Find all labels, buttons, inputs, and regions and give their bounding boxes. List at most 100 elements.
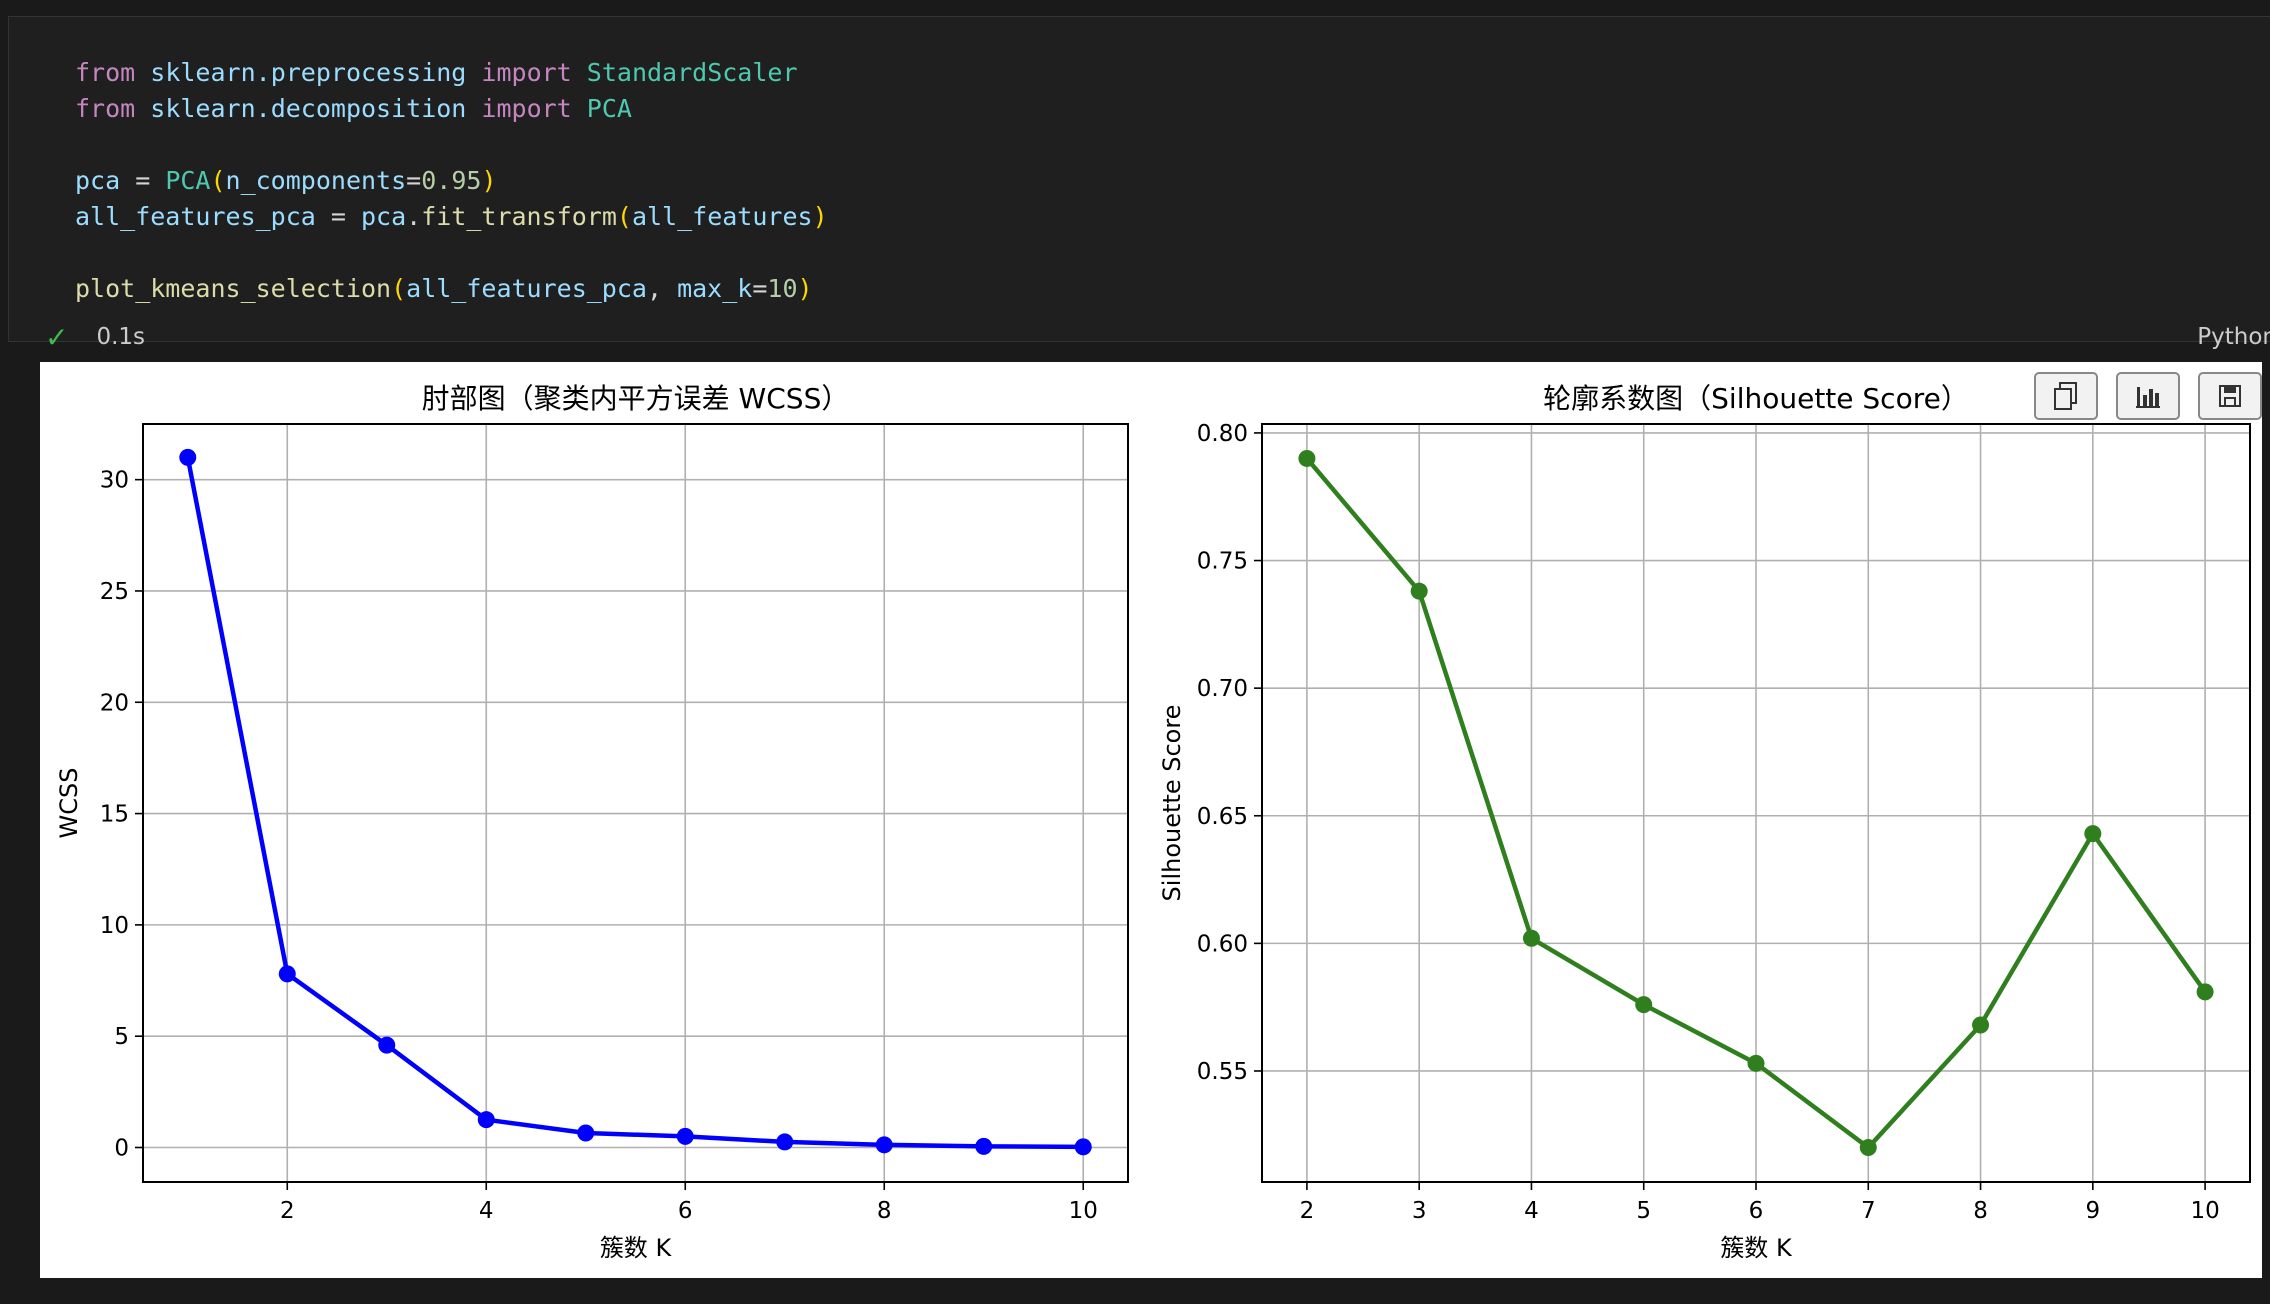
execution-time: 0.1s (96, 324, 146, 350)
x-tick-label: 10 (2190, 1198, 2219, 1224)
code-token: 0.95 (421, 166, 482, 195)
code-line: from sklearn.preprocessing import Standa… (75, 55, 828, 91)
y-tick-label: 10 (100, 913, 129, 939)
y-tick-label: 30 (100, 468, 129, 494)
y-tick-label: 0.60 (1197, 931, 1248, 957)
execution-status: ✓ 0.1s (45, 319, 145, 355)
code-token: PCA (586, 94, 632, 123)
code-token: max_k (677, 274, 753, 303)
data-point (1410, 582, 1428, 600)
code-token: ( (210, 166, 226, 195)
output-toolbar (2034, 372, 2262, 420)
code-token: all_features_pca (406, 274, 647, 303)
code-editor[interactable]: from sklearn.preprocessing import Standa… (75, 55, 828, 307)
code-token: StandardScaler (586, 58, 798, 87)
code-token (572, 58, 587, 87)
code-token: ( (616, 202, 632, 231)
series-line (185, 456, 1084, 1150)
code-cell[interactable]: from sklearn.preprocessing import Standa… (8, 16, 2270, 354)
data-point (676, 1127, 694, 1145)
code-token: 10 (767, 274, 798, 303)
data-point (1972, 1016, 1990, 1034)
x-tick-label: 6 (1749, 1198, 1764, 1224)
chart-title: 轮廓系数图（Silhouette Score） (1543, 382, 1969, 415)
code-token (135, 94, 150, 123)
copy-output-button[interactable] (2034, 372, 2098, 420)
y-tick-label: 15 (100, 802, 129, 828)
y-tick-label: 0.75 (1197, 549, 1248, 575)
data-point (875, 1136, 893, 1154)
code-line (75, 235, 828, 271)
code-token: fit_transform (421, 202, 617, 231)
data-point (975, 1137, 993, 1155)
code-line: pca = PCA(n_components=0.95) (75, 163, 828, 199)
code-token: ) (481, 166, 497, 195)
x-tick-label: 9 (2085, 1198, 2100, 1224)
language-label[interactable]: Python (2197, 324, 2270, 350)
code-token (466, 58, 481, 87)
data-point (278, 965, 296, 983)
y-tick-label: 0.80 (1197, 421, 1248, 447)
code-token (572, 94, 587, 123)
code-line (75, 127, 828, 163)
y-axis-label: WCSS (55, 768, 83, 839)
plot-frame (1261, 423, 2251, 1183)
code-token: from (75, 58, 136, 87)
y-axis-label: Silhouette Score (1158, 705, 1186, 902)
code-token (135, 58, 150, 87)
code-token: = (315, 202, 361, 231)
code-token: pca (75, 166, 121, 195)
data-point (378, 1036, 396, 1054)
data-point (1747, 1054, 1765, 1072)
check-icon: ✓ (45, 320, 69, 354)
save-output-button[interactable] (2198, 372, 2262, 420)
y-tick-label: 20 (100, 690, 129, 716)
data-point (1074, 1138, 1092, 1156)
code-token: = (120, 166, 166, 195)
code-line: all_features_pca = pca.fit_transform(all… (75, 199, 828, 235)
code-token: pca (360, 202, 407, 231)
y-tick-label: 25 (100, 579, 129, 605)
copy-icon (2054, 382, 2077, 410)
data-point (179, 448, 197, 466)
chart-title: 肘部图（聚类内平方误差 WCSS） (422, 382, 850, 415)
data-point (2084, 825, 2102, 843)
chart-view-button[interactable] (2116, 372, 2180, 420)
data-point (1859, 1139, 1877, 1157)
code-token: n_components (225, 166, 407, 195)
x-tick-label: 4 (479, 1198, 494, 1224)
plot-frame (142, 423, 1129, 1183)
x-tick-label: 6 (678, 1198, 693, 1224)
x-tick-label: 2 (280, 1198, 295, 1224)
code-token (466, 94, 481, 123)
x-tick-label: 10 (1069, 1198, 1098, 1224)
code-token: ( (391, 274, 407, 303)
code-line: from sklearn.decomposition import PCA (75, 91, 828, 127)
code-token: sklearn.preprocessing (150, 58, 467, 87)
data-point (776, 1133, 794, 1151)
x-tick-label: 3 (1412, 1198, 1427, 1224)
code-token: , (646, 274, 678, 303)
code-token: . (406, 202, 422, 231)
data-point (1298, 449, 1316, 467)
code-token: all_features_pca (75, 202, 316, 231)
x-tick-label: 8 (877, 1198, 892, 1224)
code-token: import (481, 58, 572, 87)
y-tick-label: 0.65 (1197, 804, 1248, 830)
code-token: PCA (165, 166, 211, 195)
data-point (477, 1111, 495, 1129)
code-token: plot_kmeans_selection (75, 274, 392, 303)
code-token: ) (797, 274, 813, 303)
data-point (1522, 929, 1540, 947)
save-icon (2219, 385, 2241, 407)
code-token: = (752, 274, 768, 303)
code-line: plot_kmeans_selection(all_features_pca, … (75, 271, 828, 307)
code-token: = (406, 166, 422, 195)
y-tick-label: 0 (114, 1135, 129, 1161)
y-tick-label: 0.55 (1197, 1059, 1248, 1085)
code-token: from (75, 94, 136, 123)
data-point (1635, 996, 1653, 1014)
data-point (577, 1124, 595, 1142)
code-token: all_features (631, 202, 813, 231)
